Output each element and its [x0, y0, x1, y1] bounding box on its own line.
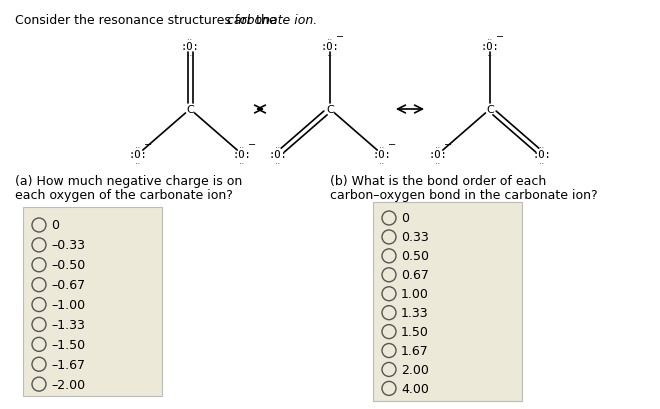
Text: 0.67: 0.67	[401, 269, 429, 282]
Text: ..: ..	[539, 160, 545, 165]
Text: 2.00: 2.00	[401, 363, 429, 376]
Text: ..: ..	[435, 144, 442, 149]
Text: ..: ..	[487, 36, 493, 41]
Text: –0.50: –0.50	[51, 258, 85, 272]
FancyBboxPatch shape	[23, 207, 162, 396]
Text: (b) What is the bond order of each: (b) What is the bond order of each	[330, 175, 546, 188]
Text: –0.33: –0.33	[51, 239, 85, 252]
Text: –1.00: –1.00	[51, 298, 85, 311]
Text: ..: ..	[238, 144, 245, 149]
Text: :O:: :O:	[480, 42, 500, 52]
Text: :O:: :O:	[429, 150, 447, 160]
Text: −: −	[444, 139, 452, 150]
Text: −: −	[144, 139, 152, 150]
Text: C: C	[186, 105, 194, 115]
Text: C: C	[486, 105, 494, 115]
Text: ..: ..	[487, 52, 493, 57]
Text: ..: ..	[539, 144, 545, 149]
FancyBboxPatch shape	[373, 202, 522, 401]
Text: ..: ..	[327, 36, 333, 41]
Text: Consider the resonance structures for the: Consider the resonance structures for th…	[15, 14, 280, 27]
Text: ..: ..	[275, 144, 282, 149]
Text: :O:: :O:	[321, 42, 339, 52]
Text: ..: ..	[135, 160, 141, 165]
Text: –2.00: –2.00	[51, 378, 85, 391]
Text: ..: ..	[378, 144, 385, 149]
Text: 0: 0	[401, 212, 409, 225]
Text: carbon–oxygen bond in the carbonate ion?: carbon–oxygen bond in the carbonate ion?	[330, 189, 597, 202]
Text: :O:: :O:	[232, 150, 251, 160]
Text: ..: ..	[327, 52, 333, 57]
Text: 1.50: 1.50	[401, 325, 429, 338]
Text: −: −	[387, 139, 396, 150]
Text: each oxygen of the carbonate ion?: each oxygen of the carbonate ion?	[15, 189, 233, 202]
Text: ..: ..	[135, 144, 141, 149]
Text: ..: ..	[187, 52, 193, 57]
Text: ..: ..	[187, 36, 193, 41]
Text: –1.50: –1.50	[51, 338, 85, 351]
Text: carbonate ion.: carbonate ion.	[227, 14, 317, 27]
Text: 0: 0	[51, 219, 59, 232]
Text: –0.67: –0.67	[51, 279, 85, 292]
Text: :O:: :O:	[533, 150, 551, 160]
Text: –1.67: –1.67	[51, 358, 85, 371]
Text: ..: ..	[275, 160, 282, 165]
Text: −: −	[248, 139, 256, 150]
Text: C: C	[326, 105, 334, 115]
Text: 0.33: 0.33	[401, 231, 429, 244]
Text: ..: ..	[378, 160, 385, 165]
Text: :O:: :O:	[372, 150, 391, 160]
Text: –1.33: –1.33	[51, 318, 85, 331]
Text: −: −	[336, 32, 344, 42]
Text: 1.00: 1.00	[401, 288, 429, 301]
Text: :O:: :O:	[181, 42, 199, 52]
Text: :O:: :O:	[269, 150, 288, 160]
Text: 1.67: 1.67	[401, 344, 429, 357]
Text: ..: ..	[435, 160, 442, 165]
Text: 4.00: 4.00	[401, 382, 429, 395]
Text: :O:: :O:	[129, 150, 148, 160]
Text: 0.50: 0.50	[401, 250, 429, 263]
Text: ..: ..	[238, 160, 245, 165]
Text: −: −	[496, 32, 504, 42]
Text: 1.33: 1.33	[401, 306, 428, 319]
Text: (a) How much negative charge is on: (a) How much negative charge is on	[15, 175, 242, 188]
